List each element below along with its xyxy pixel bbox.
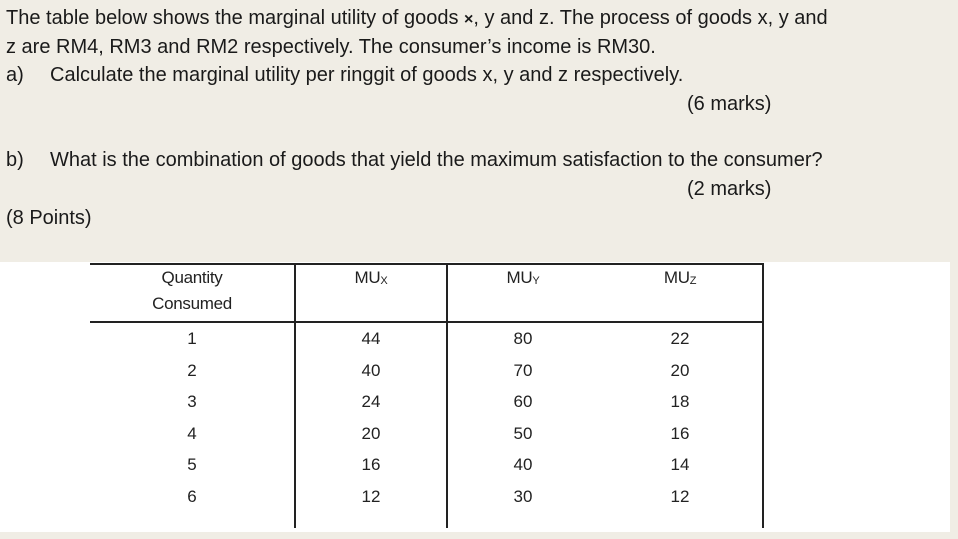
part-a-text: Calculate the marginal utility per ringg… bbox=[50, 64, 684, 86]
part-b-text: What is the combination of goods that yi… bbox=[50, 149, 823, 171]
table-row: 4 20 50 16 bbox=[90, 417, 764, 449]
header-mu-y-main: MU bbox=[506, 268, 533, 287]
header-mu-x-sub: X bbox=[380, 275, 388, 287]
table-row: 2 40 70 20 bbox=[90, 354, 764, 386]
cell-mu-x: 24 bbox=[294, 386, 447, 418]
cell-mu-y: 70 bbox=[446, 354, 598, 386]
cell-quantity: 3 bbox=[187, 392, 197, 412]
part-a-marks: (6 marks) bbox=[687, 93, 772, 115]
cell-mu-x: 12 bbox=[294, 480, 447, 528]
intro-text: The table below shows the marginal utili… bbox=[6, 7, 465, 29]
table-row: 3 24 60 18 bbox=[90, 386, 764, 418]
table-panel: Quantity Consumed MUX MUY MUZ 1 44 80 22… bbox=[0, 262, 950, 532]
cell-mu-z: 16 bbox=[598, 417, 764, 449]
cell-mu-y: 50 bbox=[446, 417, 598, 449]
cell-quantity: 5 bbox=[187, 455, 197, 475]
cell-mu-z: 12 bbox=[598, 480, 764, 528]
header-mu-z-main: MU bbox=[663, 268, 690, 287]
cell-mu-x: 44 bbox=[294, 322, 447, 355]
header-mu-y-sub: Y bbox=[532, 275, 540, 287]
cell-mu-y: 80 bbox=[446, 322, 598, 355]
cell-mu-x: 40 bbox=[294, 354, 447, 386]
cell-mu-z: 14 bbox=[598, 449, 764, 481]
header-mu-z: MUZ bbox=[598, 264, 764, 322]
cell-mu-z: 18 bbox=[598, 386, 764, 418]
cell-mu-z: 22 bbox=[598, 322, 764, 355]
cell-mu-x: 20 bbox=[294, 417, 447, 449]
cell-mu-x: 16 bbox=[294, 449, 447, 481]
total-points: (8 Points) bbox=[6, 207, 92, 229]
header-mu-x-main: MU bbox=[354, 268, 381, 287]
question-part-b: b) What is the combination of goods that … bbox=[6, 146, 823, 174]
header-quantity-consumed: Quantity Consumed bbox=[90, 264, 295, 322]
question-intro-line-2: z are RM4, RM3 and RM2 respectively. The… bbox=[6, 36, 656, 58]
question-part-a: a) Calculate the marginal utility per rin… bbox=[6, 61, 683, 89]
cell-mu-y: 60 bbox=[446, 386, 598, 418]
part-a-label: a) bbox=[6, 64, 24, 86]
goods-x-symbol: × bbox=[464, 11, 474, 28]
cell-mu-z: 20 bbox=[598, 354, 764, 386]
cell-quantity: 1 bbox=[187, 329, 197, 349]
part-b-label: b) bbox=[6, 149, 24, 171]
marginal-utility-table: Quantity Consumed MUX MUY MUZ 1 44 80 22… bbox=[90, 263, 764, 528]
marginal-utility-table-wrapper: Quantity Consumed MUX MUY MUZ 1 44 80 22… bbox=[90, 263, 764, 528]
table-header-row: Quantity Consumed MUX MUY MUZ bbox=[90, 264, 764, 322]
intro-text-continued: , y and z. The process of goods x, y and bbox=[473, 7, 828, 29]
cell-quantity: 2 bbox=[187, 360, 197, 380]
header-mu-z-sub: Z bbox=[689, 275, 697, 287]
cell-quantity: 6 bbox=[187, 486, 197, 506]
cell-mu-y: 40 bbox=[446, 449, 598, 481]
cell-mu-y: 30 bbox=[446, 480, 598, 528]
header-quantity-line1: Quantity bbox=[161, 268, 223, 287]
cell-quantity: 4 bbox=[187, 423, 197, 443]
header-quantity-line2: Consumed bbox=[152, 294, 232, 313]
question-intro-line-1: The table below shows the marginal utili… bbox=[6, 4, 828, 34]
header-mu-y: MUY bbox=[446, 264, 598, 322]
part-b-marks: (2 marks) bbox=[687, 178, 772, 200]
table-row: 5 16 40 14 bbox=[90, 449, 764, 481]
table-row: 6 12 30 12 bbox=[90, 480, 764, 528]
header-mu-x: MUX bbox=[294, 264, 447, 322]
table-row: 1 44 80 22 bbox=[90, 322, 764, 355]
